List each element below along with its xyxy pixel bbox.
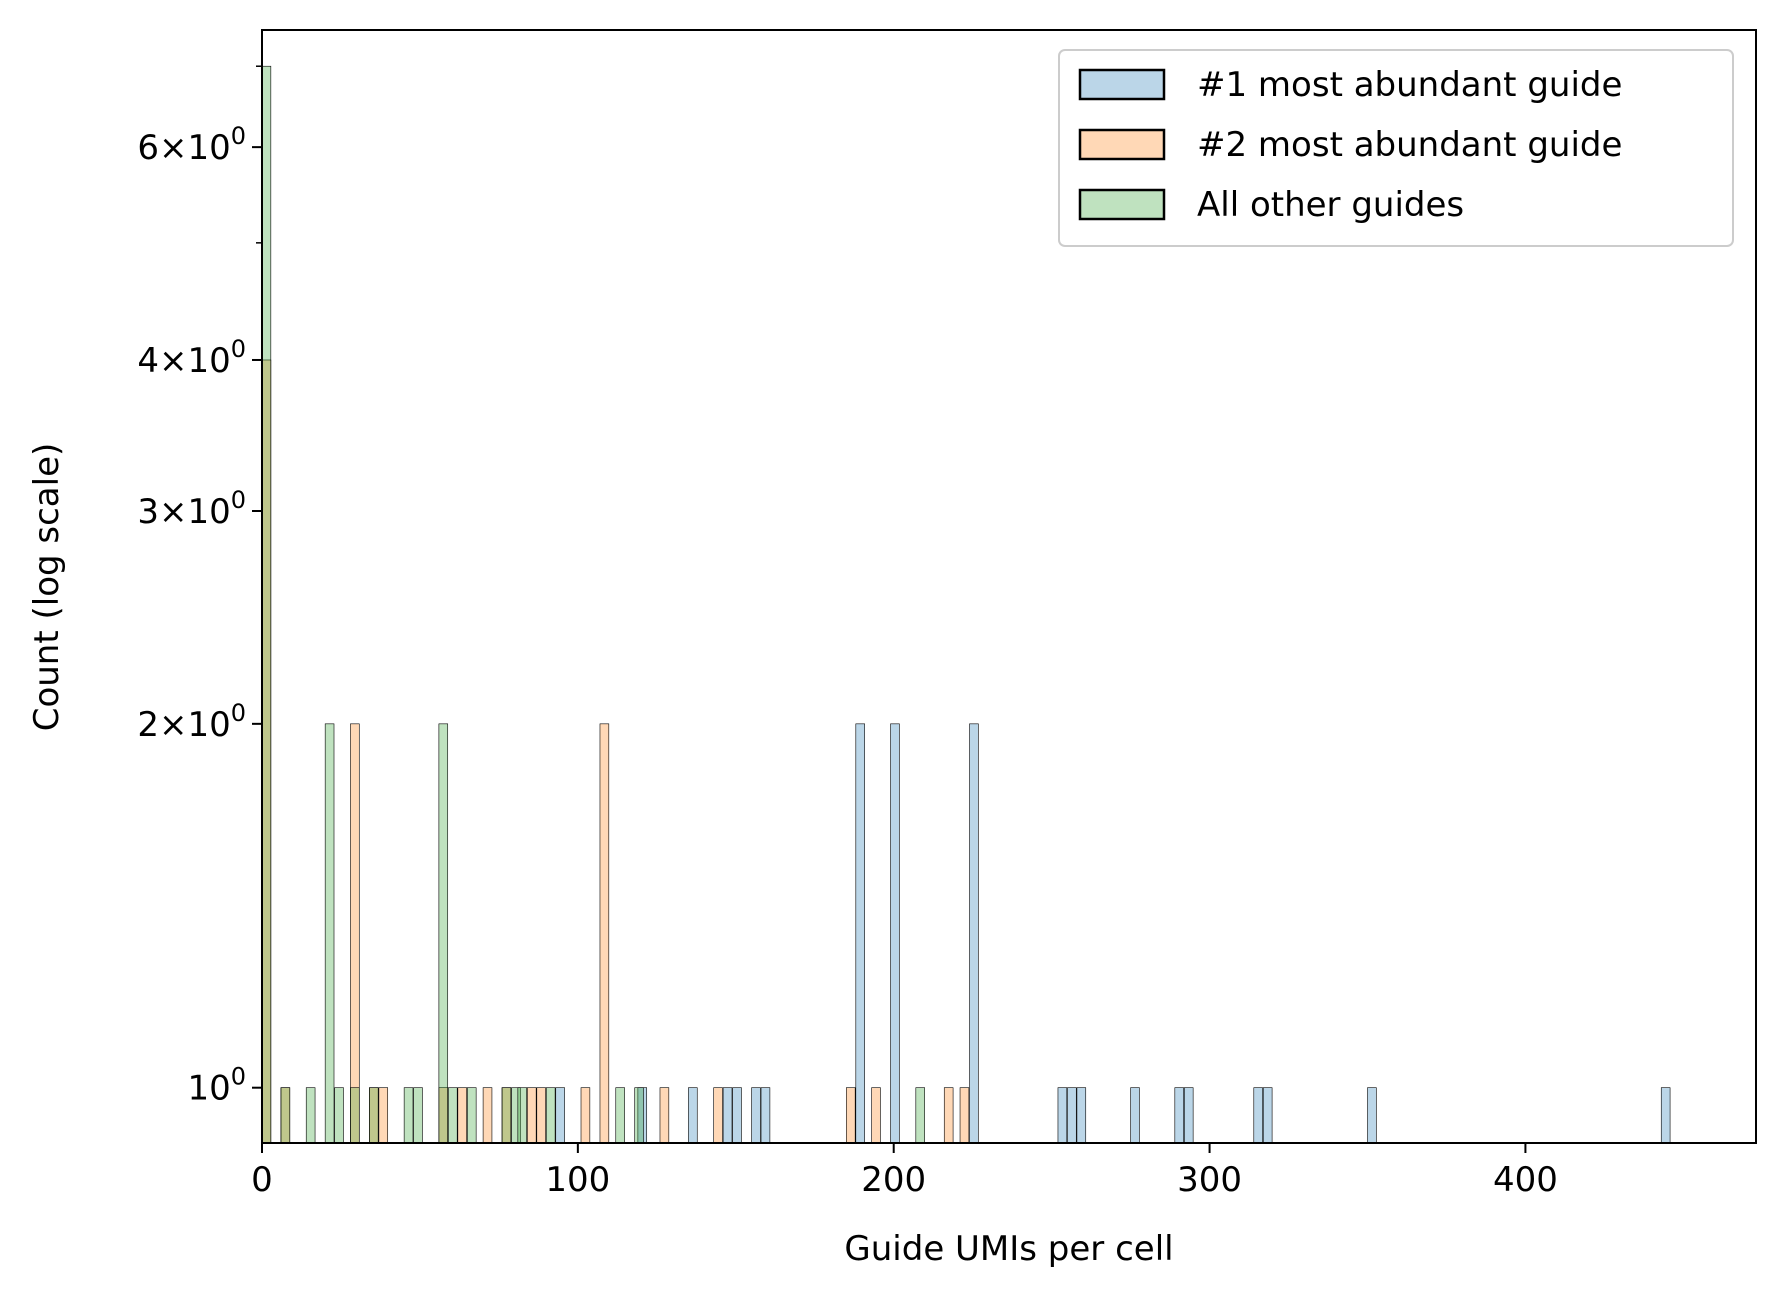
legend-label-series-3: All other guides	[1197, 185, 1464, 225]
histogram-bar-series-3	[545, 1087, 556, 1144]
histogram-bar-series-3	[261, 65, 272, 1144]
histogram-bar-series-1	[760, 1087, 771, 1144]
x-axis-title: Guide UMIs per cell	[844, 1229, 1173, 1269]
histogram-bar-series-3	[517, 1087, 527, 1144]
y-axis: 100 2×100 3×100 4×100 6×100	[137, 65, 262, 1109]
histogram-bar-series-3	[305, 1087, 316, 1144]
histogram-bar-series-3	[634, 1087, 644, 1144]
x-tick-label: 100	[545, 1160, 610, 1200]
histogram-bar-series-1	[1660, 1087, 1671, 1144]
histogram-bar-series-1	[732, 1087, 742, 1144]
x-axis: 0 100 200 300 400	[251, 1143, 1558, 1200]
histogram-bar-series-3	[280, 1087, 291, 1144]
histogram-bar-series-2	[527, 1087, 537, 1144]
x-tick-label: 200	[861, 1160, 926, 1200]
histogram-bar-series-3	[324, 723, 335, 1144]
histogram-bar-series-1	[555, 1087, 565, 1144]
histogram-bar-series-3	[501, 1087, 512, 1144]
legend-box	[1058, 49, 1734, 247]
histogram-bar-series-3	[350, 1087, 360, 1144]
histogram-bar-series-2	[846, 1087, 856, 1144]
histogram-bar-series-1	[1367, 1087, 1377, 1144]
histogram-bar-series-2	[871, 1087, 881, 1144]
histogram-bar-series-3	[413, 1087, 423, 1144]
histogram-bar-series-1	[1057, 1087, 1068, 1144]
histogram-bar-series-2	[959, 1087, 970, 1144]
legend-label-series-2: #2 most abundant guide	[1197, 125, 1622, 165]
histogram-bar-series-2	[943, 1087, 954, 1144]
histogram-bar-series-2	[599, 723, 610, 1144]
y-tick-label: 100	[187, 1063, 246, 1109]
x-tick-label: 0	[251, 1160, 273, 1200]
histogram-bar-series-1	[890, 723, 900, 1144]
histogram-bar-series-3	[369, 1087, 379, 1144]
histogram-bar-series-1	[855, 723, 865, 1144]
histogram-bar-series-3	[615, 1087, 625, 1144]
y-tick-label: 2×100	[137, 699, 246, 745]
legend-swatch-series-2	[1078, 128, 1166, 161]
histogram-bar-series-2	[659, 1087, 670, 1144]
histogram-bar-series-1	[1253, 1087, 1263, 1144]
histogram-bar-series-1	[722, 1087, 733, 1144]
histogram-bar-series-3	[448, 1087, 458, 1144]
histogram-bar-series-1	[688, 1087, 698, 1144]
histogram-bar-series-1	[1184, 1087, 1194, 1144]
histogram-bar-series-1	[1262, 1087, 1273, 1144]
histogram-bar-series-1	[1130, 1087, 1140, 1144]
histogram-bar-series-2	[350, 723, 360, 1144]
histogram-bar-series-2	[482, 1087, 493, 1144]
histogram-bar-series-3	[403, 1087, 414, 1144]
x-tick-label: 300	[1177, 1160, 1242, 1200]
histogram-bar-series-3	[467, 1087, 477, 1144]
histogram-bar-series-2	[457, 1087, 467, 1144]
histogram-bar-series-3	[915, 1087, 925, 1144]
legend-swatch-series-3	[1078, 188, 1166, 221]
y-tick-label: 4×100	[137, 335, 246, 381]
histogram-bar-series-2	[713, 1087, 723, 1144]
histogram-bar-series-1	[1076, 1087, 1087, 1144]
y-axis-title: Count (log scale)	[27, 443, 67, 732]
legend-swatch-series-1	[1078, 68, 1166, 101]
histogram-bar-series-2	[580, 1087, 591, 1144]
bars-layer	[261, 65, 1671, 1144]
histogram-bar-series-3	[334, 1087, 344, 1144]
histogram-bar-series-3	[438, 723, 449, 1144]
histogram-bar-series-2	[536, 1087, 546, 1144]
x-tick-label: 400	[1493, 1160, 1558, 1200]
histogram-bar-series-1	[1067, 1087, 1077, 1144]
histogram-bar-series-2	[378, 1087, 389, 1144]
histogram-bar-series-1	[1174, 1087, 1184, 1144]
histogram-bar-series-1	[969, 723, 979, 1144]
legend-label-series-1: #1 most abundant guide	[1197, 65, 1622, 105]
legend: #1 most abundant guide #2 most abundant g…	[1058, 49, 1734, 247]
y-tick-label: 3×100	[137, 486, 246, 532]
plot-frame	[261, 29, 1757, 1144]
histogram-bar-series-1	[751, 1087, 761, 1144]
y-tick-label: 6×100	[137, 122, 246, 168]
